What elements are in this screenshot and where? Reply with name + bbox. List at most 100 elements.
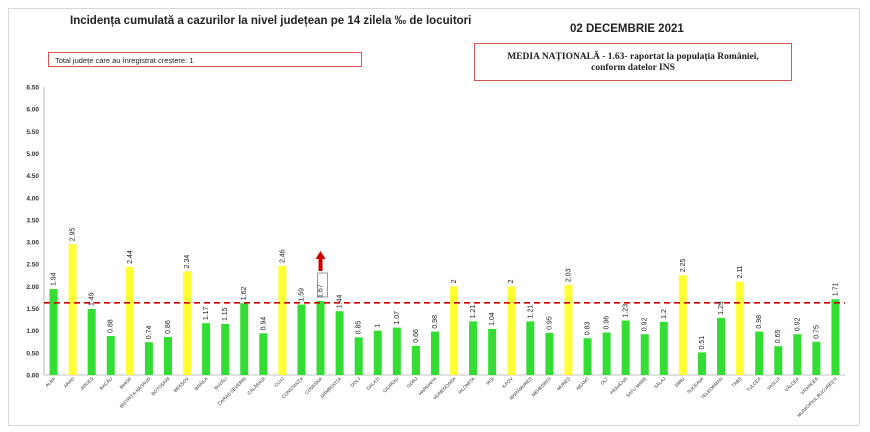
x-tick-label: BUZĂU: [213, 375, 228, 390]
data-label: 1.71: [832, 283, 839, 297]
x-tick-label: GALAȚI: [365, 376, 380, 391]
x-tick-label: SATU MARE: [625, 376, 647, 398]
y-tick-label: 2.50: [26, 262, 39, 269]
data-label: 1.59: [298, 288, 305, 302]
y-tick-label: 0.50: [26, 350, 39, 357]
data-label: 1.21: [527, 305, 534, 319]
y-tick-label: 3.50: [26, 217, 39, 224]
y-tick-label: 5.00: [26, 151, 39, 158]
data-label: 0.74: [146, 325, 153, 339]
bar: [812, 341, 821, 375]
x-tick-label: BIHOR: [119, 376, 133, 390]
bar: [774, 346, 783, 375]
bar: [125, 266, 134, 375]
y-tick-label: 2.00: [26, 284, 39, 291]
x-tick-label: ALBA: [44, 376, 57, 389]
bar: [354, 337, 363, 375]
x-tick-label: IALOMIȚA: [457, 376, 476, 395]
x-tick-label: SĂLAJ: [652, 375, 666, 389]
bar: [411, 345, 420, 375]
bar: [259, 333, 268, 375]
report-date: 02 DECEMBRIE 2021: [570, 23, 684, 35]
data-label: 1.23: [623, 304, 630, 318]
data-label: 1.62: [241, 286, 248, 300]
x-tick-label: ILFOV: [501, 376, 515, 390]
bar: [621, 320, 630, 375]
y-tick-label: 3.00: [26, 240, 39, 247]
x-tick-label: BISTRIȚA-NĂSĂUD: [118, 375, 152, 409]
data-label: 0.83: [585, 321, 592, 335]
data-label: 1: [375, 324, 382, 328]
bar: [87, 308, 96, 375]
y-tick-label: 6.00: [26, 107, 39, 114]
bar: [450, 286, 459, 375]
x-tick-label: TIMIȘ: [731, 376, 743, 388]
data-label: 0.98: [756, 315, 763, 329]
y-tick-label: 1.50: [26, 306, 39, 313]
bar: [163, 336, 172, 375]
data-label: 0.51: [699, 336, 706, 350]
y-tick-label: 5.50: [26, 129, 39, 136]
data-label: 0.92: [794, 318, 801, 332]
data-label: 2.95: [70, 228, 77, 242]
bar: [221, 324, 230, 375]
x-tick-label: COVASNA: [304, 376, 324, 396]
bar: [793, 334, 802, 375]
data-label: 1.29: [718, 301, 725, 315]
x-tick-label: GORJ: [406, 376, 419, 389]
data-label: 0.98: [432, 315, 439, 329]
x-tick-label: VRANCEA: [800, 376, 820, 396]
data-label: 1.15: [222, 307, 229, 321]
x-tick-label: OLT: [600, 376, 610, 386]
y-axis: 0.00 0.50 1.00 1.50 2.00 2.50 3.00 3.50 4.00 4.50…: [26, 85, 845, 380]
bar: [659, 321, 668, 375]
national-average-box: MEDIA NAȚIONALĂ - 1.63- raportat la popu…: [474, 43, 792, 81]
x-tick-label: CĂLĂRAȘI: [246, 375, 266, 395]
bar: [545, 332, 554, 375]
data-label: 1.21: [470, 305, 477, 319]
data-label: 0.66: [413, 329, 420, 343]
x-tick-label: BRĂILA: [193, 375, 209, 391]
x-tick-label: IAȘI: [485, 376, 495, 386]
x-tick-label: SIBIU: [674, 376, 686, 388]
x-tick-label: VASLUI: [766, 376, 781, 391]
data-label: 1.2: [661, 309, 668, 319]
bars-group: [49, 244, 840, 375]
data-label: 0.92: [642, 318, 649, 332]
data-label: 0.75: [813, 325, 820, 339]
data-label: 2: [451, 279, 458, 283]
x-tick-label: MUNICIPIUL BUCUREȘTI: [796, 376, 838, 418]
bar: [392, 327, 401, 375]
y-tick-label: 1.00: [26, 328, 39, 335]
x-tick-label: NEAMȚ: [575, 376, 590, 391]
bar: [678, 275, 687, 375]
x-tick-label: BRAȘOV: [173, 376, 191, 394]
x-tick-label: MEHEDINȚI: [531, 376, 552, 397]
y-tick-label: 6.50: [26, 85, 39, 92]
x-tick-label: MUREȘ: [556, 376, 571, 391]
data-label: 2.03: [565, 268, 572, 282]
national-average-line2: conform datelor INS: [591, 63, 675, 73]
bar: [640, 334, 649, 375]
data-label: 0.65: [775, 329, 782, 343]
data-label: 1.44: [337, 294, 344, 308]
bar: [755, 331, 764, 375]
bar: [526, 321, 535, 375]
chart-title: Incidența cumulată a cazurilor la nivel …: [70, 15, 472, 27]
national-average-line1: MEDIA NAȚIONALĂ - 1.63- raportat la popu…: [507, 52, 759, 62]
data-label: 0.86: [165, 320, 172, 334]
bar: [831, 299, 840, 375]
bar: [183, 271, 192, 375]
x-tick-label: PRAHOVA: [609, 376, 629, 396]
data-label: 2: [508, 279, 515, 283]
x-tick-label: BACĂU: [98, 375, 113, 390]
x-tick-label: VÂLCEA: [783, 375, 801, 393]
value-labels-group: 1.94 2.95 1.49 0.88 2.44 0.74 0.86 2.34 1.17 1.15…: [51, 228, 840, 350]
x-tick-label: GIURGIU: [382, 376, 399, 393]
data-label: 1.49: [89, 292, 96, 306]
bar: [564, 285, 573, 375]
bar: [49, 289, 58, 375]
data-label: 0.94: [260, 317, 267, 331]
x-tick-label: ARAD: [63, 376, 76, 389]
